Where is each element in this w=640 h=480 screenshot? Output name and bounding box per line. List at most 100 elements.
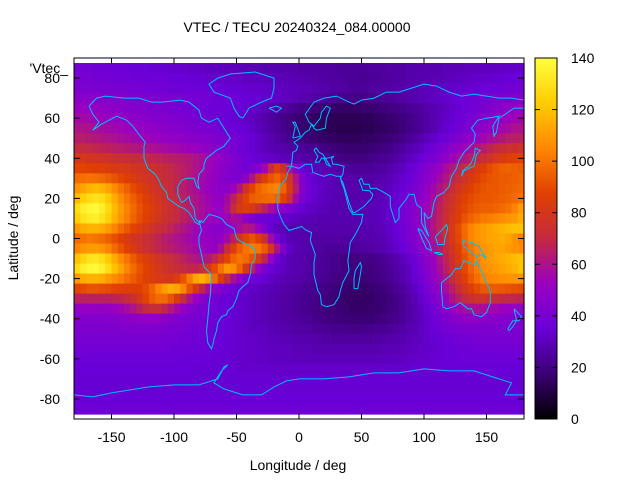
heatmap-cell	[336, 83, 344, 94]
heatmap-cell	[267, 293, 275, 305]
heatmap-cell	[424, 293, 431, 305]
heatmap-cell	[386, 263, 394, 275]
heatmap-cell	[461, 183, 469, 194]
coastline	[353, 261, 363, 290]
heatmap-cell	[205, 353, 213, 365]
heatmap-cell	[261, 163, 269, 174]
heatmap-cell	[474, 363, 481, 375]
heatmap-cell	[411, 323, 419, 335]
heatmap-cell	[342, 253, 350, 265]
heatmap-cell	[124, 113, 131, 124]
heatmap-cell	[355, 343, 363, 355]
heatmap-cell	[211, 183, 219, 194]
heatmap-cell	[411, 183, 419, 194]
heatmap-cell	[99, 93, 106, 104]
heatmap-cell	[192, 353, 200, 365]
heatmap-cell	[99, 343, 106, 355]
heatmap-cell	[105, 123, 113, 134]
heatmap-cell	[167, 403, 175, 415]
heatmap-cell	[261, 233, 269, 245]
heatmap-cell	[205, 183, 213, 194]
heatmap-cell	[280, 383, 288, 395]
heatmap-cell	[224, 73, 231, 84]
heatmap-cell	[330, 103, 338, 114]
heatmap-cell	[205, 123, 213, 134]
heatmap-cell	[286, 323, 294, 335]
heatmap-cell	[392, 233, 400, 245]
heatmap-cell	[236, 193, 244, 205]
heatmap-cell	[249, 223, 256, 235]
heatmap-cell	[211, 93, 219, 104]
heatmap-cell	[480, 393, 488, 405]
heatmap-cell	[136, 393, 144, 405]
heatmap-cell	[455, 283, 463, 295]
heatmap-cell	[117, 93, 125, 104]
heatmap-cell	[511, 393, 519, 405]
y-tick-label: -80	[40, 391, 60, 407]
heatmap-cell	[186, 263, 194, 275]
heatmap-cell	[511, 123, 519, 134]
heatmap-cell	[167, 303, 175, 315]
heatmap-cell	[305, 323, 313, 335]
heatmap-cell	[249, 283, 256, 295]
heatmap-cell	[105, 223, 113, 235]
heatmap-cell	[224, 273, 231, 285]
heatmap-cell	[399, 103, 406, 114]
heatmap-cell	[449, 173, 456, 184]
heatmap-cell	[211, 243, 219, 255]
heatmap-cell	[299, 343, 306, 355]
heatmap-cell	[374, 323, 381, 335]
heatmap-cell	[267, 103, 275, 114]
heatmap-cell	[167, 173, 175, 184]
heatmap-cell	[411, 293, 419, 305]
heatmap-cell	[324, 93, 331, 104]
heatmap-cell	[330, 393, 338, 405]
heatmap-cell	[424, 63, 431, 74]
heatmap-cell	[367, 63, 375, 74]
heatmap-cell	[349, 363, 356, 375]
heatmap-cell	[417, 93, 425, 104]
heatmap-cell	[442, 223, 450, 235]
heatmap-cell	[430, 273, 438, 285]
heatmap-cell	[155, 183, 163, 194]
heatmap-cell	[505, 63, 513, 74]
heatmap-cell	[274, 113, 281, 124]
heatmap-cell	[455, 73, 463, 84]
heatmap-cell	[211, 403, 219, 415]
heatmap-cell	[136, 333, 144, 345]
heatmap-cell	[261, 143, 269, 154]
heatmap-cell	[380, 393, 388, 405]
heatmap-cell	[92, 73, 100, 84]
heatmap-cell	[74, 173, 81, 184]
heatmap-cell	[186, 63, 194, 74]
heatmap-cell	[499, 83, 506, 94]
heatmap-cell	[267, 323, 275, 335]
heatmap-cell	[74, 253, 81, 265]
heatmap-cell	[330, 353, 338, 365]
heatmap-cell	[180, 223, 188, 235]
heatmap-cell	[380, 333, 388, 345]
heatmap-cell	[242, 123, 250, 134]
heatmap-cell	[299, 273, 306, 285]
heatmap-cell	[80, 153, 88, 164]
heatmap-cell	[499, 193, 506, 205]
heatmap-cell	[486, 403, 494, 415]
heatmap-cell	[461, 113, 469, 124]
heatmap-cell	[374, 223, 381, 235]
heatmap-cell	[405, 163, 413, 174]
heatmap-cell	[286, 93, 294, 104]
heatmap-cell	[174, 113, 181, 124]
heatmap-cell	[455, 393, 463, 405]
heatmap-cell	[199, 233, 206, 245]
heatmap-cell	[199, 283, 206, 295]
heatmap-cell	[242, 293, 250, 305]
heatmap-cell	[367, 213, 375, 225]
heatmap-cell	[174, 133, 181, 144]
heatmap-cell	[480, 263, 488, 275]
heatmap-cell	[211, 123, 219, 134]
heatmap-cell	[242, 113, 250, 124]
heatmap-cell	[386, 353, 394, 365]
heatmap-cell	[267, 303, 275, 315]
heatmap-cell	[486, 203, 494, 215]
heatmap-cells	[74, 63, 525, 415]
